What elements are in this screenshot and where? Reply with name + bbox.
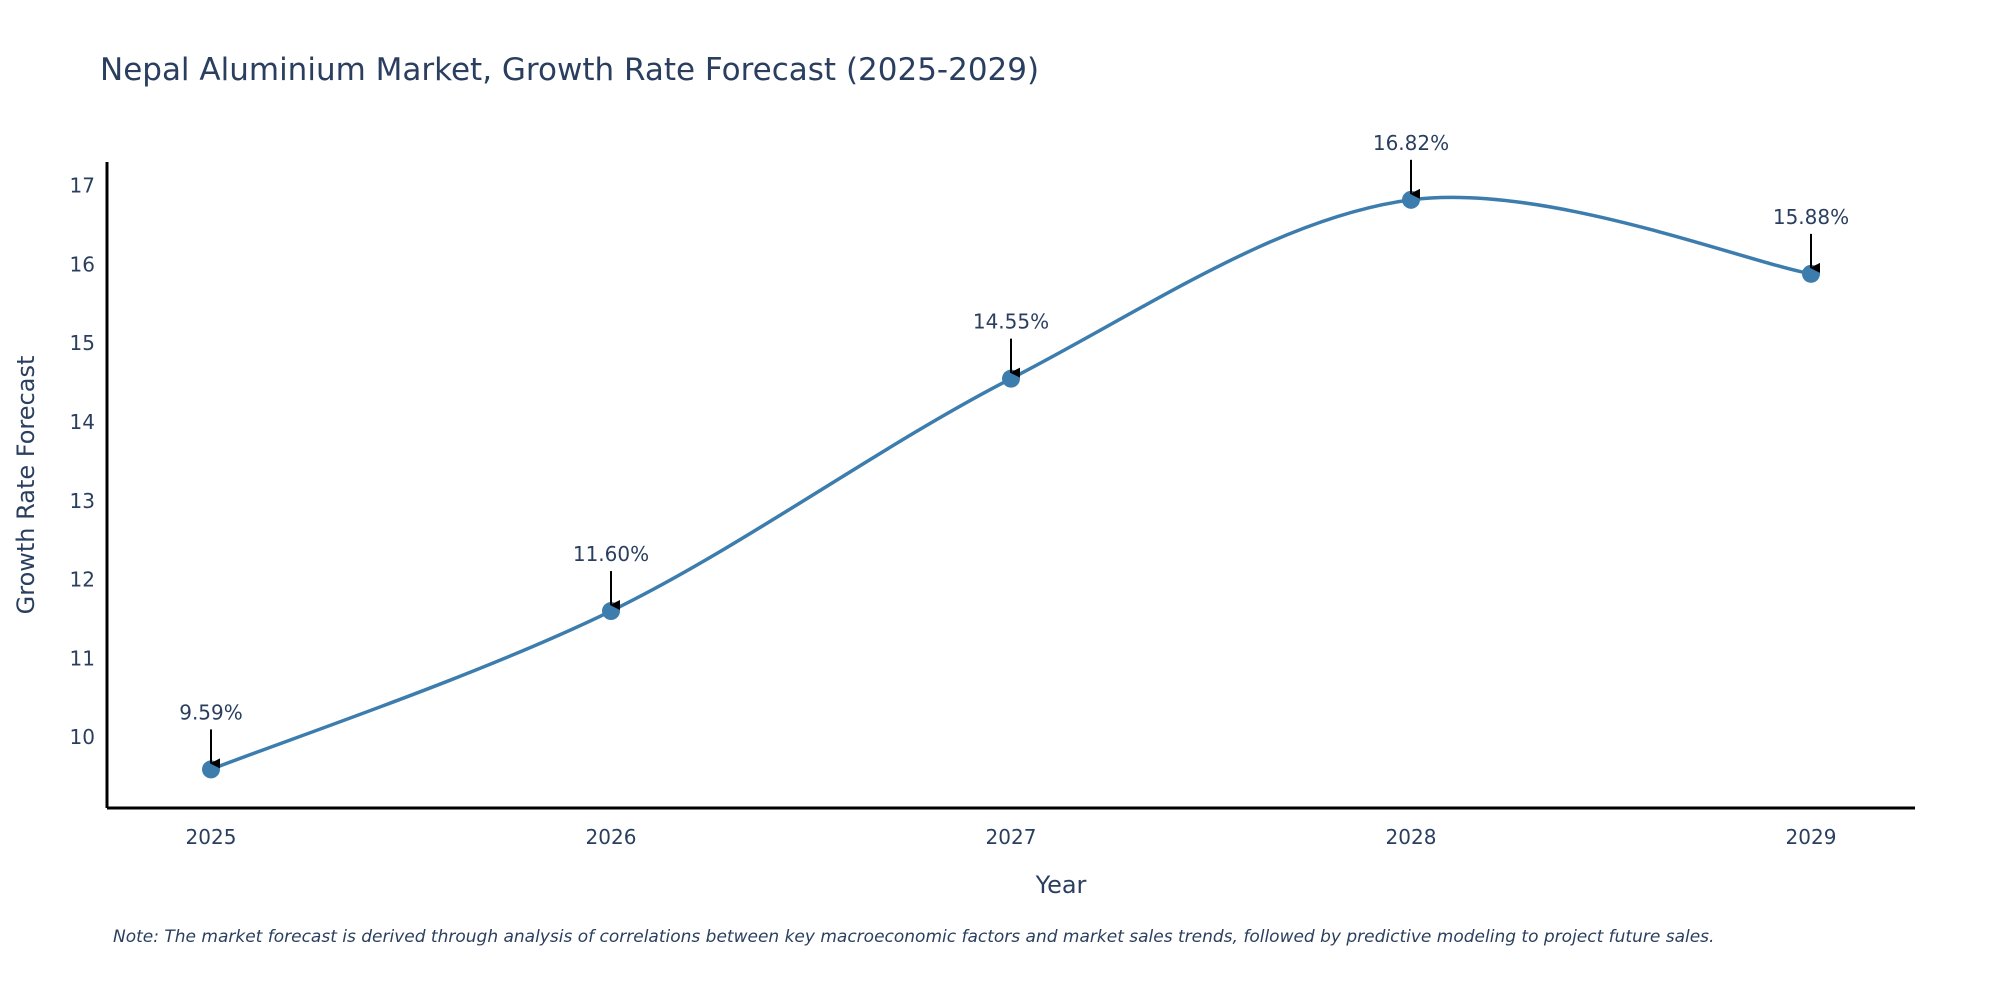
x-tick-label: 2025 (186, 825, 237, 849)
chart-title: Nepal Aluminium Market, Growth Rate Fore… (100, 52, 1039, 88)
data-markers (202, 190, 1820, 779)
y-tick-label: 15 (70, 331, 95, 355)
x-tick-label: 2026 (586, 825, 637, 849)
y-tick-label: 12 (70, 568, 95, 592)
y-tick-label: 11 (70, 646, 95, 670)
y-axis-title: Growth Rate Forecast (12, 356, 40, 615)
data-label: 9.59% (179, 700, 243, 724)
data-label: 15.88% (1773, 205, 1849, 229)
data-label: 14.55% (973, 310, 1049, 334)
y-tick-label: 17 (70, 174, 95, 198)
y-tick-label: 10 (70, 725, 95, 749)
footnote: Note: The market forecast is derived thr… (113, 927, 1714, 947)
x-tick-label: 2029 (1786, 825, 1837, 849)
y-tick-label: 13 (70, 489, 95, 513)
data-label: 11.60% (573, 542, 649, 566)
data-label: 16.82% (1373, 131, 1449, 155)
x-tick-label: 2028 (1386, 825, 1437, 849)
x-axis-title: Year (1035, 871, 1087, 899)
x-tick-label: 2027 (986, 825, 1037, 849)
data-annotations: 9.59% 11.60% 14.55% 16.82% 15.88% (179, 131, 1849, 769)
y-tick-label: 16 (70, 252, 95, 276)
x-axis-ticks: 2025 2026 2027 2028 2029 (186, 825, 1837, 849)
series-line (210, 195, 1812, 772)
y-axis-ticks: 10 11 12 13 14 15 16 17 (70, 174, 95, 749)
y-tick-label: 14 (70, 410, 95, 434)
